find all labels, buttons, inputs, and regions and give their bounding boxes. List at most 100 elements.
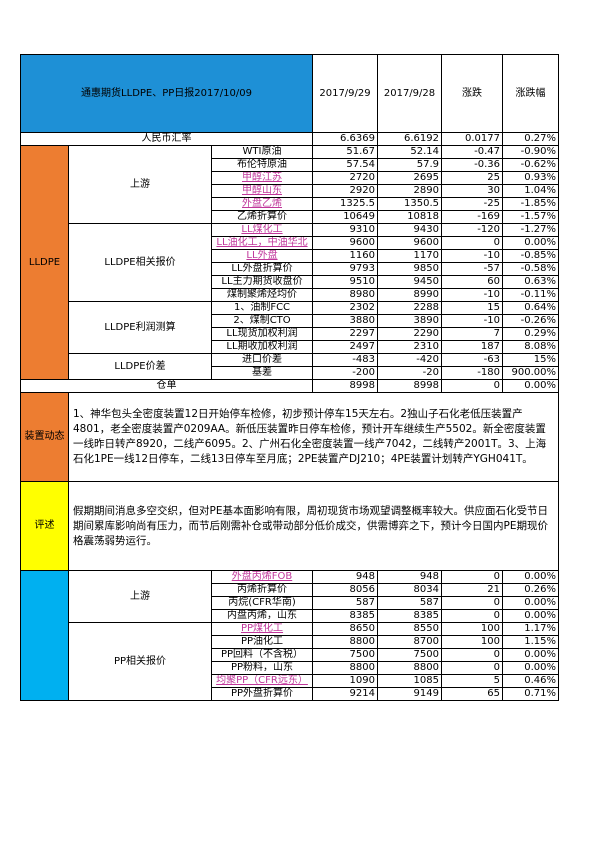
item-label: 煤制聚烯烃均价 [227,289,297,301]
item-label: 布伦特原油 [237,159,287,171]
value-current: 51.67 [312,145,378,159]
header-row: 通惠期货LLDPE、PP日报2017/10/09 2017/9/29 2017/… [20,54,559,133]
group-pp-upstream: 上游 [68,570,212,623]
value-current: 2920 [312,184,378,198]
item-link-label[interactable]: LL外盘 [246,250,278,262]
price-link[interactable]: LL外盘 [211,249,313,263]
price-link[interactable]: LL油化工，中油华北 [211,236,313,250]
item-name: PP粉料，山东 [211,661,313,675]
table-row: 上游 外盘丙烯FOB 948 948 0 0.00% [20,570,559,701]
value-current: 948 [312,570,378,584]
value-previous: 10818 [377,210,442,224]
item-label: 内盘丙烯，山东 [227,610,297,622]
group-spread: LLDPE价差 [68,353,212,380]
report-title: 通惠期货LLDPE、PP日报2017/10/09 [20,54,313,133]
value-pct: 0.64% [502,301,559,315]
item-name: 基差 [211,366,313,380]
value-pct: 0.26% [502,583,559,597]
value-current: 10649 [312,210,378,224]
item-link-label[interactable]: 甲醇山东 [242,185,282,197]
table-row: LL外盘 1160 1170 -10 -0.85% [21,249,559,263]
value-previous: 8990 [377,288,442,302]
value-previous: 7500 [377,648,442,662]
value-previous: 2695 [377,171,442,185]
group-pp-related: PP相关报价 [68,622,212,701]
value-current: 2297 [312,327,378,341]
value-current: 57.54 [312,158,378,172]
item-name: 丙烷(CFR华南) [211,596,313,610]
value-change: -169 [441,210,503,224]
value-previous: 2290 [377,327,442,341]
item-label: LL主力期货收盘价 [221,276,303,288]
table-row: PP相关报价 PP煤化工 8650 8550 100 1.17% [21,622,559,701]
section-pp [20,570,69,701]
item-name: LL外盘折算价 [211,262,313,276]
value-pct: 1.17% [502,622,559,636]
value-pct: -0.90% [502,145,559,159]
value-pct: 8.08% [502,340,559,354]
section-lldpe: LLDPE [20,145,69,380]
item-name: 2、煤制CTO [211,314,313,328]
value-pct: 0.00% [502,236,559,250]
table-row: 布伦特原油 57.54 57.9 -0.36 -0.62% [21,158,559,172]
value-change: 100 [441,622,503,636]
value-current: 1090 [312,674,378,688]
price-link[interactable]: 外盘丙烯FOB [211,570,313,584]
value-change: -120 [441,223,503,237]
item-label: LL外盘折算价 [231,263,293,275]
value-change: -180 [441,366,503,380]
value-pct: 0.93% [502,171,559,185]
item-link-label[interactable]: LL煤化工 [241,224,283,236]
item-label: PP粉料，山东 [230,662,294,674]
value-change: 15 [441,301,503,315]
value-change: 25 [441,171,503,185]
item-link-label[interactable]: PP煤化工 [240,623,284,635]
item-label: PP回料（不含税） [220,649,304,661]
value-pct: -1.27% [502,223,559,237]
value-pct: 1.04% [502,184,559,198]
group-upstream: 上游 [68,145,212,224]
fx-v2: 6.6192 [377,132,442,146]
warehouse-row: 仓单 8998 8998 0 0.00% [20,379,559,393]
item-label: 基差 [252,367,272,379]
item-name: 内盘丙烯，山东 [211,609,313,623]
item-name: 布伦特原油 [211,158,313,172]
item-name: 煤制聚烯烃均价 [211,288,313,302]
item-link-label[interactable]: 甲醇江苏 [242,172,282,184]
fx-chg: 0.0177 [441,132,503,146]
item-link-label[interactable]: 均聚PP（CFR远东） [216,675,308,687]
value-previous: -420 [377,353,442,367]
item-label: LL期收加权利润 [226,341,298,353]
item-label: 丙烷(CFR华南) [228,597,296,609]
item-link-label[interactable]: 外盘丙烯FOB [231,571,293,583]
value-current: 9600 [312,236,378,250]
price-link[interactable]: 外盘乙烯 [211,197,313,211]
table-row: LL外盘折算价 9793 9850 -57 -0.58% [21,262,559,276]
item-label: 2、煤制CTO [233,315,291,327]
value-change: -10 [441,288,503,302]
group-profit: LLDPE利润测算 [68,301,212,354]
price-link[interactable]: 甲醇山东 [211,184,313,198]
value-pct: 15% [502,353,559,367]
value-current: 8800 [312,661,378,675]
fx-row: 人民币汇率 6.6369 6.6192 0.0177 0.27% [20,132,559,146]
item-name: PP外盘折算价 [211,687,313,701]
value-previous: 8034 [377,583,442,597]
daily-report-sheet: 通惠期货LLDPE、PP日报2017/10/09 2017/9/29 2017/… [20,54,559,701]
value-change: 0 [441,379,503,393]
value-pct: -0.85% [502,249,559,263]
value-pct: 0.71% [502,687,559,701]
value-pct: 0.00% [502,596,559,610]
value-change: 0 [441,648,503,662]
price-link[interactable]: 均聚PP（CFR远东） [211,674,313,688]
value-current: 8056 [312,583,378,597]
item-name: PP油化工 [211,635,313,649]
price-link[interactable]: 甲醇江苏 [211,171,313,185]
item-link-label[interactable]: LL油化工，中油华北 [216,237,308,249]
price-link[interactable]: LL煤化工 [211,223,313,237]
value-change: 0 [441,236,503,250]
price-link[interactable]: PP煤化工 [211,622,313,636]
value-change: -57 [441,262,503,276]
item-link-label[interactable]: 外盘乙烯 [242,198,282,210]
value-current: 8980 [312,288,378,302]
